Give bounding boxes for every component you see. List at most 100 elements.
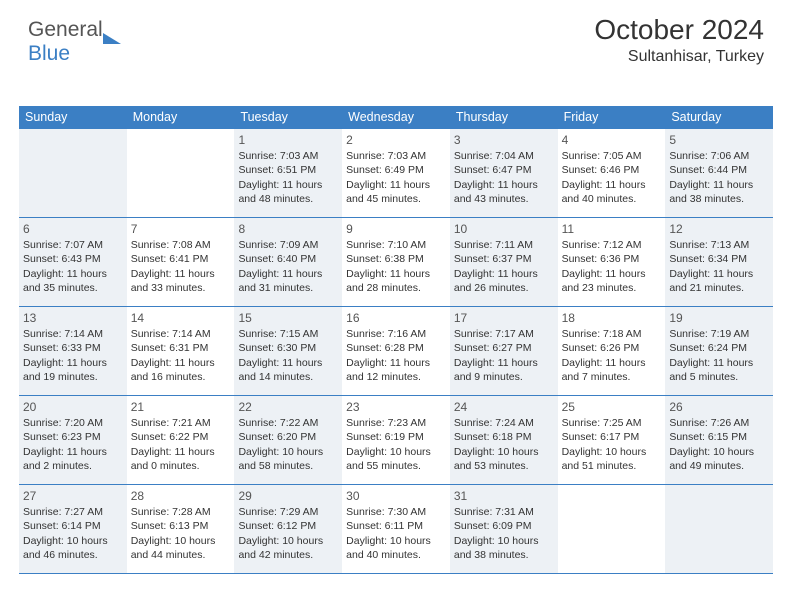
daylight-text: Daylight: 11 hours and 45 minutes. [346, 178, 446, 206]
sunset-text: Sunset: 6:14 PM [23, 519, 123, 533]
day-cell: 8Sunrise: 7:09 AMSunset: 6:40 PMDaylight… [234, 218, 342, 306]
day-cell: 27Sunrise: 7:27 AMSunset: 6:14 PMDayligh… [19, 485, 127, 573]
sunrise-text: Sunrise: 7:21 AM [131, 416, 231, 430]
sunrise-text: Sunrise: 7:15 AM [238, 327, 338, 341]
day-cell: 29Sunrise: 7:29 AMSunset: 6:12 PMDayligh… [234, 485, 342, 573]
daylight-text: Daylight: 10 hours and 53 minutes. [454, 445, 554, 473]
sunrise-text: Sunrise: 7:25 AM [562, 416, 662, 430]
day-cell: 28Sunrise: 7:28 AMSunset: 6:13 PMDayligh… [127, 485, 235, 573]
logo-text-2: Blue [28, 42, 70, 65]
day-number: 10 [454, 221, 554, 237]
daylight-text: Daylight: 11 hours and 33 minutes. [131, 267, 231, 295]
day-number: 29 [238, 488, 338, 504]
location: Sultanhisar, Turkey [594, 48, 764, 66]
sunrise-text: Sunrise: 7:17 AM [454, 327, 554, 341]
sunrise-text: Sunrise: 7:14 AM [131, 327, 231, 341]
day-header-cell: Wednesday [342, 106, 450, 129]
sunset-text: Sunset: 6:13 PM [131, 519, 231, 533]
sunset-text: Sunset: 6:33 PM [23, 341, 123, 355]
daylight-text: Daylight: 11 hours and 31 minutes. [238, 267, 338, 295]
sunrise-text: Sunrise: 7:30 AM [346, 505, 446, 519]
sunset-text: Sunset: 6:19 PM [346, 430, 446, 444]
sunset-text: Sunset: 6:17 PM [562, 430, 662, 444]
sunrise-text: Sunrise: 7:06 AM [669, 149, 769, 163]
day-cell: 5Sunrise: 7:06 AMSunset: 6:44 PMDaylight… [665, 129, 773, 217]
day-header-cell: Sunday [19, 106, 127, 129]
sunrise-text: Sunrise: 7:03 AM [238, 149, 338, 163]
sunset-text: Sunset: 6:22 PM [131, 430, 231, 444]
day-cell: 21Sunrise: 7:21 AMSunset: 6:22 PMDayligh… [127, 396, 235, 484]
logo-text-1: General [28, 18, 103, 41]
sunrise-text: Sunrise: 7:26 AM [669, 416, 769, 430]
daylight-text: Daylight: 10 hours and 49 minutes. [669, 445, 769, 473]
daylight-text: Daylight: 11 hours and 48 minutes. [238, 178, 338, 206]
logo-triangle-icon [103, 33, 121, 44]
sunrise-text: Sunrise: 7:05 AM [562, 149, 662, 163]
day-cell: 11Sunrise: 7:12 AMSunset: 6:36 PMDayligh… [558, 218, 666, 306]
day-number: 27 [23, 488, 123, 504]
sunset-text: Sunset: 6:38 PM [346, 252, 446, 266]
sunset-text: Sunset: 6:24 PM [669, 341, 769, 355]
day-number: 28 [131, 488, 231, 504]
day-cell: 30Sunrise: 7:30 AMSunset: 6:11 PMDayligh… [342, 485, 450, 573]
sunrise-text: Sunrise: 7:11 AM [454, 238, 554, 252]
day-header-cell: Saturday [665, 106, 773, 129]
sunrise-text: Sunrise: 7:09 AM [238, 238, 338, 252]
sunrise-text: Sunrise: 7:08 AM [131, 238, 231, 252]
day-header-cell: Tuesday [234, 106, 342, 129]
calendar: SundayMondayTuesdayWednesdayThursdayFrid… [19, 106, 773, 574]
day-cell: 2Sunrise: 7:03 AMSunset: 6:49 PMDaylight… [342, 129, 450, 217]
daylight-text: Daylight: 10 hours and 51 minutes. [562, 445, 662, 473]
day-cell [558, 485, 666, 573]
sunset-text: Sunset: 6:49 PM [346, 163, 446, 177]
day-cell: 13Sunrise: 7:14 AMSunset: 6:33 PMDayligh… [19, 307, 127, 395]
sunset-text: Sunset: 6:41 PM [131, 252, 231, 266]
day-number: 13 [23, 310, 123, 326]
day-cell: 19Sunrise: 7:19 AMSunset: 6:24 PMDayligh… [665, 307, 773, 395]
day-number: 16 [346, 310, 446, 326]
logo: General Blue [28, 18, 121, 66]
sunset-text: Sunset: 6:18 PM [454, 430, 554, 444]
day-cell: 6Sunrise: 7:07 AMSunset: 6:43 PMDaylight… [19, 218, 127, 306]
sunrise-text: Sunrise: 7:13 AM [669, 238, 769, 252]
day-number: 12 [669, 221, 769, 237]
daylight-text: Daylight: 11 hours and 16 minutes. [131, 356, 231, 384]
daylight-text: Daylight: 11 hours and 9 minutes. [454, 356, 554, 384]
week-row: 6Sunrise: 7:07 AMSunset: 6:43 PMDaylight… [19, 218, 773, 307]
sunset-text: Sunset: 6:23 PM [23, 430, 123, 444]
sunset-text: Sunset: 6:09 PM [454, 519, 554, 533]
header-right: October 2024 Sultanhisar, Turkey [594, 14, 764, 66]
sunrise-text: Sunrise: 7:10 AM [346, 238, 446, 252]
sunset-text: Sunset: 6:43 PM [23, 252, 123, 266]
sunset-text: Sunset: 6:26 PM [562, 341, 662, 355]
day-cell: 23Sunrise: 7:23 AMSunset: 6:19 PMDayligh… [342, 396, 450, 484]
sunset-text: Sunset: 6:15 PM [669, 430, 769, 444]
sunrise-text: Sunrise: 7:20 AM [23, 416, 123, 430]
day-cell: 15Sunrise: 7:15 AMSunset: 6:30 PMDayligh… [234, 307, 342, 395]
sunrise-text: Sunrise: 7:27 AM [23, 505, 123, 519]
sunset-text: Sunset: 6:30 PM [238, 341, 338, 355]
day-cell: 10Sunrise: 7:11 AMSunset: 6:37 PMDayligh… [450, 218, 558, 306]
daylight-text: Daylight: 11 hours and 12 minutes. [346, 356, 446, 384]
day-cell: 18Sunrise: 7:18 AMSunset: 6:26 PMDayligh… [558, 307, 666, 395]
daylight-text: Daylight: 11 hours and 38 minutes. [669, 178, 769, 206]
daylight-text: Daylight: 11 hours and 0 minutes. [131, 445, 231, 473]
day-number: 9 [346, 221, 446, 237]
day-cell: 31Sunrise: 7:31 AMSunset: 6:09 PMDayligh… [450, 485, 558, 573]
sunset-text: Sunset: 6:20 PM [238, 430, 338, 444]
sunrise-text: Sunrise: 7:07 AM [23, 238, 123, 252]
sunrise-text: Sunrise: 7:29 AM [238, 505, 338, 519]
day-cell [127, 129, 235, 217]
daylight-text: Daylight: 10 hours and 40 minutes. [346, 534, 446, 562]
week-row: 27Sunrise: 7:27 AMSunset: 6:14 PM Dayligh… [19, 485, 773, 574]
daylight-text: Daylight: 10 hours and 55 minutes. [346, 445, 446, 473]
sunset-text: Sunset: 6:31 PM [131, 341, 231, 355]
day-cell: 24Sunrise: 7:24 AMSunset: 6:18 PMDayligh… [450, 396, 558, 484]
sunset-text: Sunset: 6:40 PM [238, 252, 338, 266]
day-number: 19 [669, 310, 769, 326]
week-row: 20Sunrise: 7:20 AMSunset: 6:23 PMDayligh… [19, 396, 773, 485]
sunset-text: Sunset: 6:34 PM [669, 252, 769, 266]
day-cell: 22Sunrise: 7:22 AMSunset: 6:20 PMDayligh… [234, 396, 342, 484]
daylight-text: Daylight: 11 hours and 19 minutes. [23, 356, 123, 384]
sunset-text: Sunset: 6:28 PM [346, 341, 446, 355]
